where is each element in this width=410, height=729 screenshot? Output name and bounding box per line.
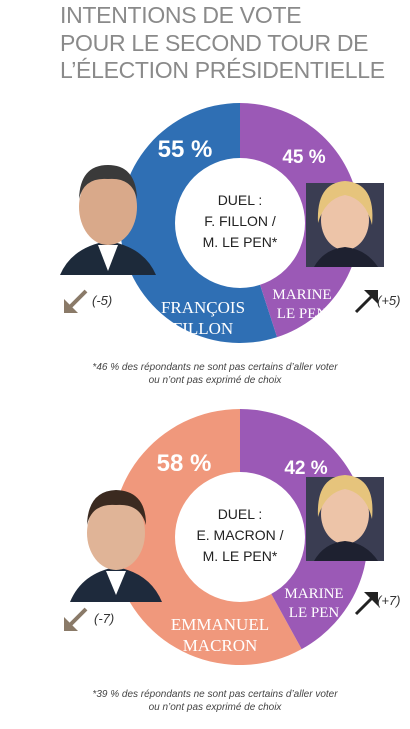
value-label-macron: 58 % (157, 450, 212, 477)
trend-up-arrow-icon (354, 290, 378, 314)
slice-label-fillon-line-2: FILLON (173, 319, 233, 338)
title-line-3: L’ÉLECTION PRÉSIDENTIELLE (60, 57, 385, 83)
trend-down-arrow-icon (64, 607, 88, 631)
portrait-lepen (306, 181, 384, 267)
center-label: DUEL : F. FILLON / M. LE PEN* (203, 192, 278, 250)
slice-label-lepen-line-2: LE PEN (289, 605, 340, 621)
footnote-1-line-1: *46 % des répondants ne sont pas certain… (92, 362, 338, 373)
center-line-2: F. FILLON / (204, 213, 276, 229)
value-label-lepen: 45 % (282, 147, 325, 168)
portrait-fillon (60, 165, 156, 275)
center-line-3: M. LE PEN* (203, 548, 278, 564)
footnote-2-line-1: *39 % des répondants ne sont pas certain… (92, 689, 338, 700)
footnote-2: *39 % des répondants ne sont pas certain… (60, 688, 370, 714)
title-line-2: POUR LE SECOND TOUR DE (60, 29, 369, 56)
center-label: DUEL : E. MACRON / M. LE PEN* (196, 506, 283, 564)
value-label-fillon: 55 % (158, 136, 213, 163)
center-line-1: DUEL : (218, 192, 263, 208)
footnote-2-line-2: ou n’ont pas exprimé de choix (148, 702, 282, 713)
trend-lepen: (+5) (377, 293, 401, 308)
slice-label-macron-line-1: EMMANUEL (171, 615, 269, 634)
portrait-macron (70, 490, 162, 602)
title-line-1: INTENTIONS DE VOTE (60, 2, 302, 28)
chart-title: INTENTIONS DE VOTE POUR LE SECOND TOUR D… (60, 2, 405, 85)
donut-chart-fillon-lepen: DUEL : F. FILLON / M. LE PEN* 55 % 45 % … (60, 103, 384, 343)
donut-chart-macron-lepen: DUEL : E. MACRON / M. LE PEN* 58 % 42 % … (64, 409, 384, 665)
slice-label-lepen-line-1: MARINE (284, 586, 343, 602)
footnote-1-line-2: ou n’ont pas exprimé de choix (148, 375, 282, 386)
trend-up-arrow-icon (354, 592, 378, 616)
trend-down-arrow-icon (64, 289, 88, 313)
value-label-lepen: 42 % (284, 458, 327, 479)
portrait-lepen (306, 475, 384, 561)
donut-hole (175, 158, 305, 288)
donut-hole (175, 472, 305, 602)
trend-fillon: (-5) (92, 293, 113, 308)
slice-label-fillon-line-1: FRANÇOIS (161, 298, 245, 317)
trend-lepen: (+7) (377, 593, 401, 608)
slice-label-lepen-line-2: LE PEN (277, 306, 328, 322)
center-line-3: M. LE PEN* (203, 234, 278, 250)
center-line-2: E. MACRON / (196, 527, 283, 543)
slice-label-lepen-line-1: MARINE (272, 287, 331, 303)
trend-macron: (-7) (94, 611, 115, 626)
slice-label-macron-line-2: MACRON (183, 636, 258, 655)
center-line-1: DUEL : (218, 506, 263, 522)
footnote-1: *46 % des répondants ne sont pas certain… (60, 361, 370, 387)
